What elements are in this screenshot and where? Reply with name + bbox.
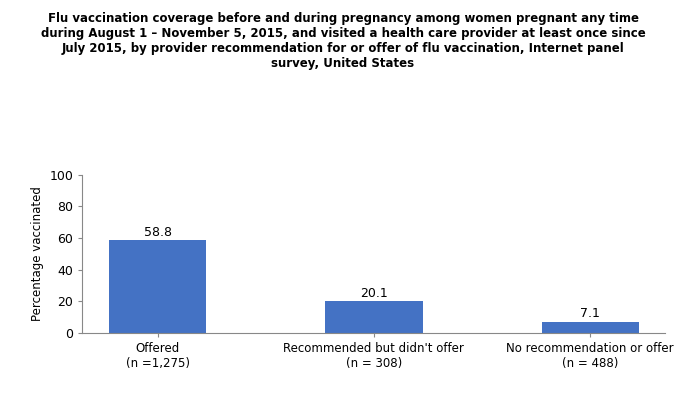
Text: 58.8: 58.8 [143,225,172,239]
Bar [541,322,639,333]
Y-axis label: Percentage vaccinated: Percentage vaccinated [31,186,44,321]
Bar [325,301,423,333]
Bar [109,240,206,333]
Text: 20.1: 20.1 [360,287,388,300]
Text: Flu vaccination coverage before and during pregnancy among women pregnant any ti: Flu vaccination coverage before and duri… [40,12,646,70]
Text: 7.1: 7.1 [580,307,600,320]
